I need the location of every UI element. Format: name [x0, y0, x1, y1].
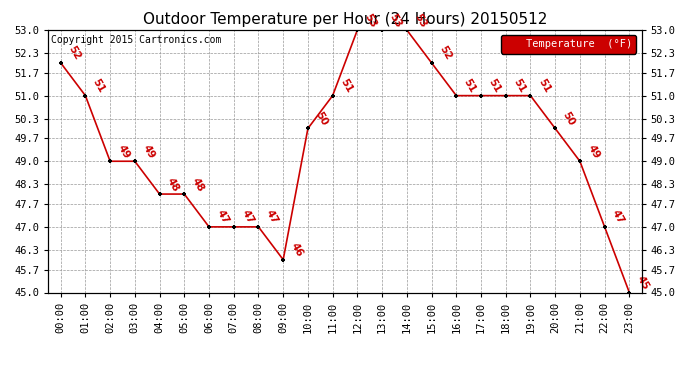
- Text: 53: 53: [363, 12, 379, 29]
- Point: [377, 27, 388, 33]
- Point: [80, 93, 91, 99]
- Legend: Temperature  (°F): Temperature (°F): [501, 35, 636, 54]
- Text: 51: 51: [511, 77, 527, 95]
- Point: [451, 93, 462, 99]
- Text: 49: 49: [585, 143, 602, 160]
- Text: 47: 47: [264, 209, 280, 226]
- Text: 53: 53: [388, 12, 404, 29]
- Point: [550, 125, 561, 132]
- Point: [154, 191, 165, 197]
- Text: 49: 49: [140, 143, 157, 160]
- Point: [204, 224, 215, 230]
- Point: [426, 60, 437, 66]
- Text: 51: 51: [462, 77, 477, 95]
- Point: [402, 27, 413, 33]
- Point: [475, 93, 486, 99]
- Point: [599, 224, 610, 230]
- Point: [105, 158, 116, 164]
- Text: 51: 51: [536, 77, 552, 95]
- Text: 53: 53: [413, 12, 428, 29]
- Text: 50: 50: [313, 110, 329, 128]
- Title: Outdoor Temperature per Hour (24 Hours) 20150512: Outdoor Temperature per Hour (24 Hours) …: [143, 12, 547, 27]
- Text: 48: 48: [190, 176, 206, 193]
- Text: 47: 47: [239, 209, 255, 226]
- Text: Copyright 2015 Cartronics.com: Copyright 2015 Cartronics.com: [51, 35, 221, 45]
- Point: [179, 191, 190, 197]
- Text: 52: 52: [437, 45, 453, 62]
- Point: [352, 27, 363, 33]
- Text: 51: 51: [91, 77, 107, 95]
- Point: [574, 158, 585, 164]
- Text: 50: 50: [561, 110, 577, 128]
- Text: 45: 45: [635, 274, 651, 292]
- Point: [277, 256, 288, 262]
- Point: [525, 93, 536, 99]
- Point: [253, 224, 264, 230]
- Text: 46: 46: [288, 241, 305, 259]
- Text: 49: 49: [116, 143, 132, 160]
- Text: 48: 48: [165, 176, 181, 193]
- Text: 51: 51: [486, 77, 502, 95]
- Text: 47: 47: [610, 209, 627, 226]
- Text: 51: 51: [338, 77, 354, 95]
- Text: 52: 52: [66, 45, 82, 62]
- Point: [327, 93, 338, 99]
- Point: [129, 158, 140, 164]
- Point: [55, 60, 66, 66]
- Text: 47: 47: [215, 209, 230, 226]
- Point: [228, 224, 239, 230]
- Point: [624, 290, 635, 296]
- Point: [302, 125, 313, 132]
- Point: [500, 93, 511, 99]
